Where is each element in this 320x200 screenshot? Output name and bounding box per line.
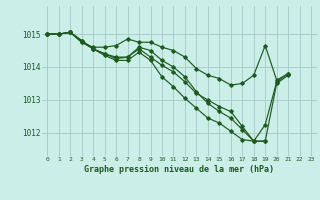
X-axis label: Graphe pression niveau de la mer (hPa): Graphe pression niveau de la mer (hPa) bbox=[84, 165, 274, 174]
